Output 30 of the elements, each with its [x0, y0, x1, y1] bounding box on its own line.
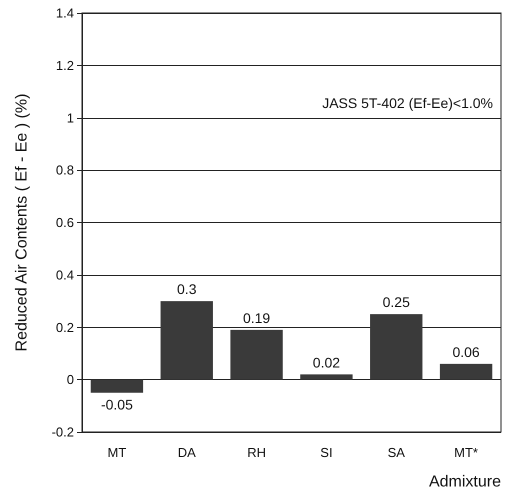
x-tick-label: MT* [454, 445, 478, 460]
x-axis-title: Admixture [428, 474, 502, 490]
y-tick-label: 0.4 [56, 267, 74, 282]
data-label: -0.05 [100, 396, 134, 413]
x-tick-label: SI [320, 445, 333, 460]
x-tick-label: RH [247, 445, 266, 460]
x-tick-label: SA [388, 445, 406, 460]
y-tick-label: -0.2 [52, 424, 74, 440]
x-tick-label: DA [178, 445, 196, 460]
data-label: 0.3 [177, 281, 197, 298]
data-label: 0.02 [312, 354, 340, 370]
y-tick-label: 0.2 [56, 320, 74, 335]
y-tick-label: 1.2 [56, 58, 74, 73]
annotation: JASS 5T-402 (Ef-Ee)<1.0% [322, 95, 494, 111]
bar [370, 314, 422, 380]
x-tick-label: MT [108, 445, 126, 460]
bar [230, 330, 283, 380]
y-axis-title: Reduced Air Contents ( Ef - Ee ) (%) [14, 94, 30, 352]
y-tick-label: 0.8 [56, 162, 74, 178]
data-label: 0.19 [242, 310, 270, 326]
bar [90, 380, 144, 393]
bar [160, 301, 213, 380]
bar [300, 374, 353, 380]
y-tick-label: 1 [66, 110, 74, 126]
bar [440, 364, 492, 380]
y-tick-label: 1.4 [56, 6, 74, 20]
data-label: 0.25 [382, 294, 410, 310]
y-tick-label: 0.6 [56, 215, 74, 230]
data-label: 0.06 [452, 344, 480, 360]
y-tick-label: 0 [66, 372, 74, 388]
